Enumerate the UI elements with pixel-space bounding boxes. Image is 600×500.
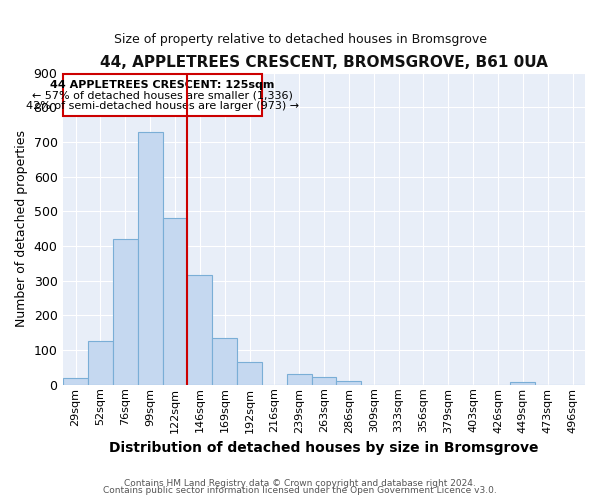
Text: Contains public sector information licensed under the Open Government Licence v3: Contains public sector information licen… [103, 486, 497, 495]
Bar [511, 382, 535, 385]
Bar [63, 378, 88, 385]
Text: 44 APPLETREES CRESCENT: 125sqm: 44 APPLETREES CRESCENT: 125sqm [50, 80, 275, 90]
Bar [113, 239, 137, 385]
Text: ← 57% of detached houses are smaller (1,336): ← 57% of detached houses are smaller (1,… [32, 91, 293, 101]
Text: 42% of semi-detached houses are larger (973) →: 42% of semi-detached houses are larger (… [26, 101, 299, 111]
Bar [163, 218, 187, 385]
Y-axis label: Number of detached properties: Number of detached properties [15, 130, 28, 327]
Bar [212, 338, 237, 385]
FancyBboxPatch shape [63, 74, 262, 116]
Bar [287, 374, 311, 385]
Bar [237, 362, 262, 385]
Text: Contains HM Land Registry data © Crown copyright and database right 2024.: Contains HM Land Registry data © Crown c… [124, 478, 476, 488]
Bar [137, 132, 163, 385]
Bar [88, 342, 113, 385]
Title: 44, APPLETREES CRESCENT, BROMSGROVE, B61 0UA: 44, APPLETREES CRESCENT, BROMSGROVE, B61… [100, 55, 548, 70]
X-axis label: Distribution of detached houses by size in Bromsgrove: Distribution of detached houses by size … [109, 441, 539, 455]
Text: Size of property relative to detached houses in Bromsgrove: Size of property relative to detached ho… [113, 32, 487, 46]
Bar [311, 377, 337, 385]
Bar [337, 382, 361, 385]
Bar [187, 276, 212, 385]
